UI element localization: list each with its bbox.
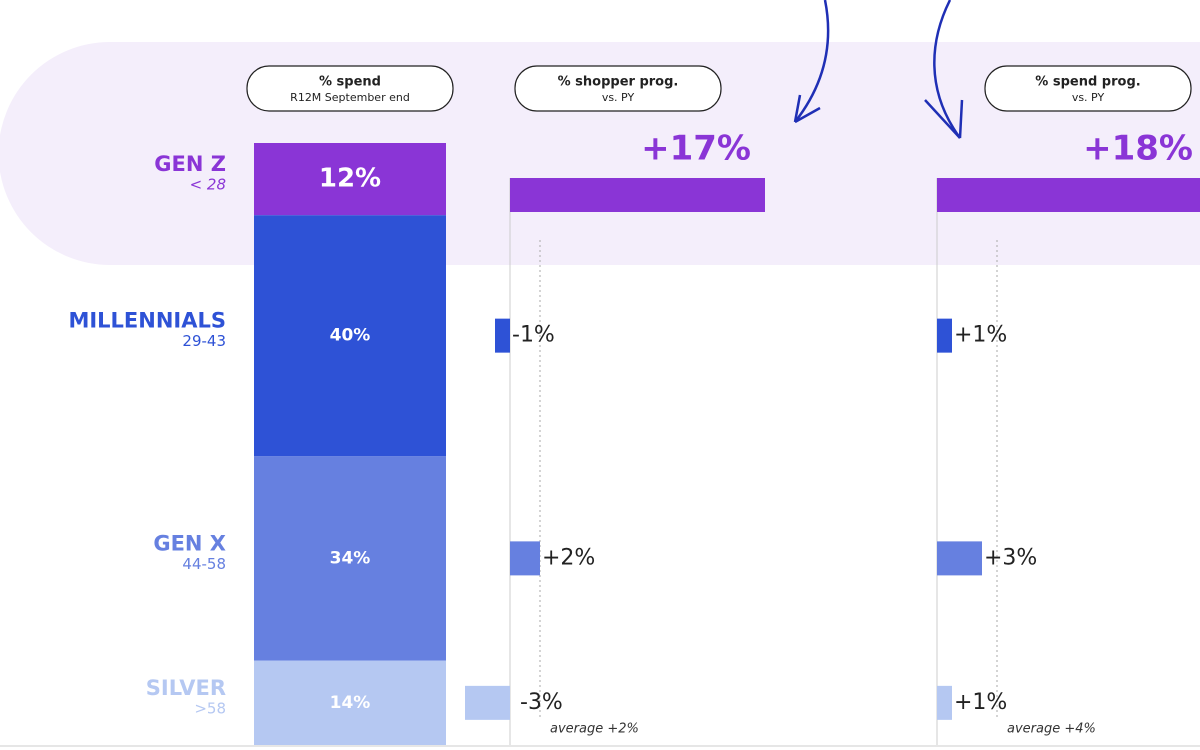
segment-label: 12% (319, 164, 381, 194)
bar (495, 318, 510, 353)
value-label: +1% (954, 690, 1007, 715)
category-label: MILLENNIALS (68, 309, 226, 333)
header-subtitle: vs. PY (1072, 91, 1105, 104)
arrow-head (924, 99, 964, 139)
stack-segment (254, 456, 446, 661)
category-sublabel: 44-58 (182, 555, 226, 573)
category-label: SILVER (146, 676, 226, 700)
category-sublabel: < 28 (190, 176, 226, 194)
stack-segment (254, 143, 446, 216)
category-label: GEN X (153, 531, 226, 555)
segment-label: 14% (330, 693, 371, 713)
average-label: average +2% (550, 722, 639, 737)
value-label: +3% (984, 545, 1037, 570)
header-pill (984, 65, 1192, 112)
value-label: +18% (1083, 129, 1193, 169)
header-pill (246, 65, 454, 112)
header-subtitle: vs. PY (602, 91, 635, 104)
arrow (933, 0, 962, 139)
bar (510, 178, 765, 212)
stack-segment (254, 660, 446, 745)
bar (937, 685, 952, 720)
arrow-head (793, 94, 821, 124)
category-label: GEN Z (154, 152, 226, 176)
bar (510, 541, 540, 576)
stack-segment (254, 215, 446, 457)
bar (465, 685, 510, 720)
category-sublabel: 29-43 (182, 332, 226, 350)
header-title: % shopper prog. (558, 75, 679, 90)
value-label: -1% (512, 323, 555, 348)
header-pill (514, 65, 722, 112)
bar (937, 178, 1200, 212)
segment-label: 40% (330, 326, 371, 346)
bar (937, 541, 982, 576)
category-sublabel: >58 (194, 699, 226, 717)
header-title: % spend prog. (1035, 75, 1140, 90)
bar (937, 318, 952, 353)
average-label: average +4% (1007, 722, 1096, 737)
value-label: +1% (954, 323, 1007, 348)
value-label: +2% (542, 545, 595, 570)
header-title: % spend (319, 75, 381, 90)
arrow (794, 0, 830, 123)
value-label: +17% (641, 129, 751, 169)
value-label: -3% (520, 690, 563, 715)
segment-label: 34% (330, 548, 371, 568)
header-subtitle: R12M September end (290, 91, 410, 104)
